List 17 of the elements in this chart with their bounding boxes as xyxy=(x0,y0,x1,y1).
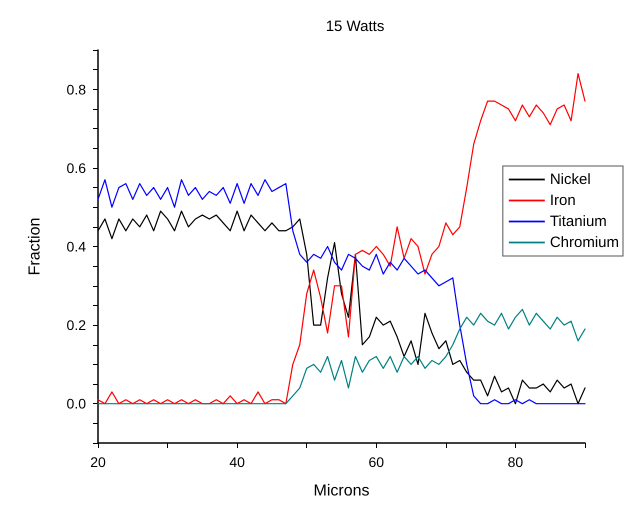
legend-label: Chromium xyxy=(550,234,620,251)
x-tick-label: 40 xyxy=(229,454,246,470)
legend-label: Iron xyxy=(550,192,576,209)
y-tick-label: 0.2 xyxy=(66,317,86,334)
x-tick-label: 60 xyxy=(368,454,384,470)
y-tick-label: 0.8 xyxy=(66,81,86,98)
y-axis-title: Fraction xyxy=(26,218,44,276)
y-tick-label: 0.0 xyxy=(66,396,86,412)
legend-label: Nickel xyxy=(550,171,591,188)
x-axis-title: Microns xyxy=(313,482,370,500)
x-tick-label: 80 xyxy=(508,454,524,470)
legend-label: Titanium xyxy=(550,213,607,230)
line-series xyxy=(97,308,586,404)
chart-title: 15 Watts xyxy=(326,18,384,35)
y-tick-label: 0.4 xyxy=(66,238,86,254)
y-tick-label: 0.6 xyxy=(66,160,86,176)
x-tick-label: 20 xyxy=(90,454,106,470)
